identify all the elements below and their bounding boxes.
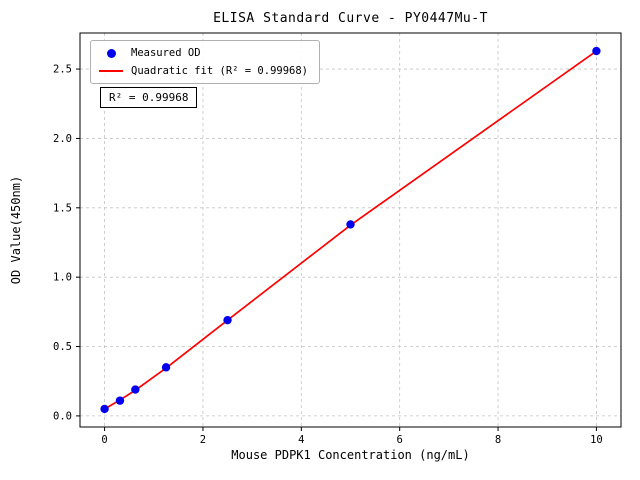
chart-title: ELISA Standard Curve - PY0447Mu-T — [213, 11, 488, 26]
legend-label-measured-od: Measured OD — [131, 47, 201, 59]
r-squared-annotation: R² = 0.99968 — [100, 87, 198, 108]
y-tick-label: 2.0 — [53, 133, 72, 145]
measured-od-point — [131, 385, 140, 394]
x-tick-label: 2 — [200, 434, 206, 446]
x-axis-label: Mouse PDPK1 Concentration (ng/mL) — [231, 448, 470, 462]
axes-border — [79, 32, 622, 428]
x-tick-label: 4 — [298, 434, 304, 446]
measured-od-marker-icon — [106, 48, 116, 58]
fit-line-swatch-icon — [99, 70, 123, 72]
measured-od-point — [115, 396, 125, 405]
legend-swatch — [99, 70, 123, 72]
x-tick-label: 10 — [590, 434, 603, 446]
measured-od-point — [223, 315, 232, 325]
x-tick-label: 0 — [101, 434, 107, 446]
legend-label-quadratic-fit: Quadratic fit (R² = 0.99968) — [131, 65, 309, 77]
y-tick-label: 0.5 — [53, 341, 72, 353]
measured-od-point — [346, 220, 355, 229]
x-tick-label: 8 — [495, 434, 501, 446]
legend-item-quadratic-fit: Quadratic fit (R² = 0.99968) — [99, 65, 308, 77]
measured-od-point — [100, 404, 109, 414]
y-tick-label: 2.5 — [53, 64, 72, 76]
legend-swatch — [99, 48, 123, 58]
y-tick-label: 1.5 — [53, 202, 72, 214]
measured-od-point — [592, 46, 601, 56]
measured-od-point — [161, 363, 171, 372]
x-tick-label: 6 — [397, 434, 403, 446]
y-axis-label: OD Value(450nm) — [9, 176, 23, 284]
legend-item-measured-od: Measured OD — [99, 47, 308, 59]
legend: Measured OD Quadratic fit (R² = 0.99968) — [90, 40, 321, 84]
y-tick-label: 0.0 — [53, 410, 72, 422]
y-tick-label: 1.0 — [53, 272, 72, 284]
